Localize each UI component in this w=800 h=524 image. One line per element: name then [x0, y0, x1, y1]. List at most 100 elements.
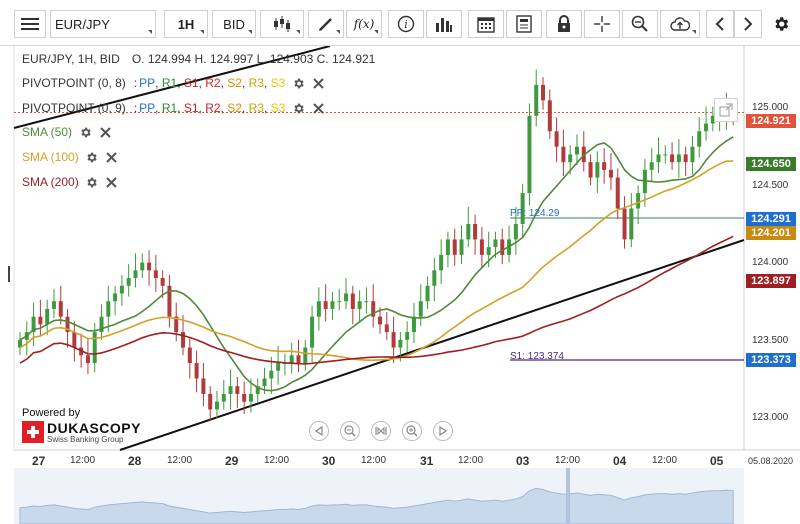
legend-r2: R2: [205, 76, 221, 90]
calendar-icon: [477, 17, 495, 33]
draw-icon: [319, 18, 332, 31]
chevron-down-icon: [200, 30, 204, 34]
menu-icon: [21, 18, 39, 30]
time-label: 12:00: [361, 455, 387, 466]
calendar-button[interactable]: [468, 10, 504, 38]
candle-body: [38, 316, 43, 325]
close-icon[interactable]: [105, 175, 119, 189]
zoom-out-icon: [344, 425, 356, 437]
period-label: 1H: [177, 16, 195, 32]
trendline-support: [119, 239, 745, 451]
draw-button[interactable]: [308, 10, 344, 38]
candle-body: [72, 332, 77, 348]
candle-body: [636, 193, 641, 209]
settings-button[interactable]: [766, 10, 796, 38]
svg-text:i: i: [404, 18, 408, 31]
gear-icon[interactable]: [291, 76, 305, 90]
gear-icon[interactable]: [291, 101, 305, 115]
candle-body: [629, 208, 634, 240]
candle-body: [45, 308, 50, 325]
candle-body: [85, 355, 90, 364]
candle-body: [568, 154, 573, 163]
candle-body: [221, 393, 226, 402]
time-label: 30: [322, 454, 336, 468]
close-icon[interactable]: [105, 150, 119, 164]
candle-body: [595, 162, 600, 178]
legend-s1: S1: [183, 101, 199, 115]
fit-icon: [375, 426, 387, 436]
candle-body: [445, 239, 450, 255]
candle-body: [113, 293, 118, 302]
chart-type-button[interactable]: [260, 10, 304, 38]
close-icon[interactable]: [98, 125, 112, 139]
close-icon[interactable]: [311, 76, 325, 90]
price-chart[interactable]: [0, 46, 800, 524]
candle-body: [534, 84, 539, 116]
rewind-button[interactable]: [309, 421, 329, 441]
time-label: 03: [516, 454, 530, 468]
gear-icon[interactable]: [78, 125, 92, 139]
close-icon[interactable]: [311, 101, 325, 115]
scroll-left-button[interactable]: [706, 10, 734, 38]
chart-area[interactable]: EUR/JPY, 1H, BID O. 124.994 H. 124.997 L…: [0, 46, 800, 524]
candle-body: [187, 347, 192, 364]
bar-chart-icon: [436, 18, 452, 32]
candle-body: [486, 247, 491, 255]
candle-body: [541, 84, 546, 101]
symbol-select[interactable]: EUR/JPY: [50, 10, 156, 38]
gear-icon[interactable]: [85, 150, 99, 164]
time-label: 05: [710, 454, 724, 468]
date-label: 05.08.2020: [748, 456, 794, 466]
info-button[interactable]: i: [388, 10, 424, 38]
time-label: 12:00: [70, 455, 96, 466]
candle-body: [357, 301, 362, 309]
candle-body: [296, 355, 301, 364]
candle-body: [18, 339, 22, 348]
dukascopy-logo: DUKASCOPY Swiss Banking Group: [22, 420, 140, 446]
chevron-right-icon: [744, 17, 753, 31]
play-button[interactable]: [433, 421, 453, 441]
candle-body: [119, 285, 124, 294]
candle-body: [676, 154, 681, 163]
fullscreen-button[interactable]: [714, 98, 738, 122]
candle-body: [608, 169, 613, 178]
candle-body: [588, 162, 593, 178]
ohlc-header: EUR/JPY, 1H, BID O. 124.994 H. 124.997 L…: [22, 52, 375, 66]
candle-body: [384, 324, 389, 333]
menu-button[interactable]: [14, 10, 46, 38]
price-tick: 123.500: [752, 335, 789, 346]
sma50-price-tag: 124.650: [746, 157, 796, 171]
function-icon: f(x): [353, 17, 375, 31]
candle-body: [174, 316, 179, 333]
candle-body: [391, 332, 396, 348]
candle-body: [439, 254, 444, 271]
news-button[interactable]: [506, 10, 542, 38]
sma200-price-tag: 123.897: [746, 274, 796, 288]
lock-icon: [558, 15, 570, 32]
candle-body: [248, 393, 253, 402]
gear-icon[interactable]: [85, 175, 99, 189]
candle-body: [371, 301, 376, 317]
candle-body: [147, 262, 152, 271]
lock-button[interactable]: [546, 10, 582, 38]
zoom-in-button[interactable]: [402, 421, 422, 441]
time-label: 29: [225, 454, 239, 468]
indicators-button[interactable]: f(x): [346, 10, 382, 38]
scroll-right-button[interactable]: [734, 10, 762, 38]
candle-body: [704, 123, 709, 132]
volume-button[interactable]: [426, 10, 462, 38]
fit-button[interactable]: [371, 421, 391, 441]
zoom-button[interactable]: [622, 10, 658, 38]
legend-r1: R1: [161, 101, 178, 115]
candle-body: [214, 401, 219, 410]
share-button[interactable]: [660, 10, 700, 38]
candle-body: [418, 301, 423, 317]
period-select[interactable]: 1H: [164, 10, 208, 38]
time-label: 27: [32, 454, 46, 468]
zoom-out-button[interactable]: [340, 421, 360, 441]
crosshair-button[interactable]: [584, 10, 620, 38]
sma100-line: [19, 160, 734, 361]
candle-body: [255, 386, 260, 394]
candle-body: [106, 301, 111, 317]
side-select[interactable]: BID: [212, 10, 256, 38]
